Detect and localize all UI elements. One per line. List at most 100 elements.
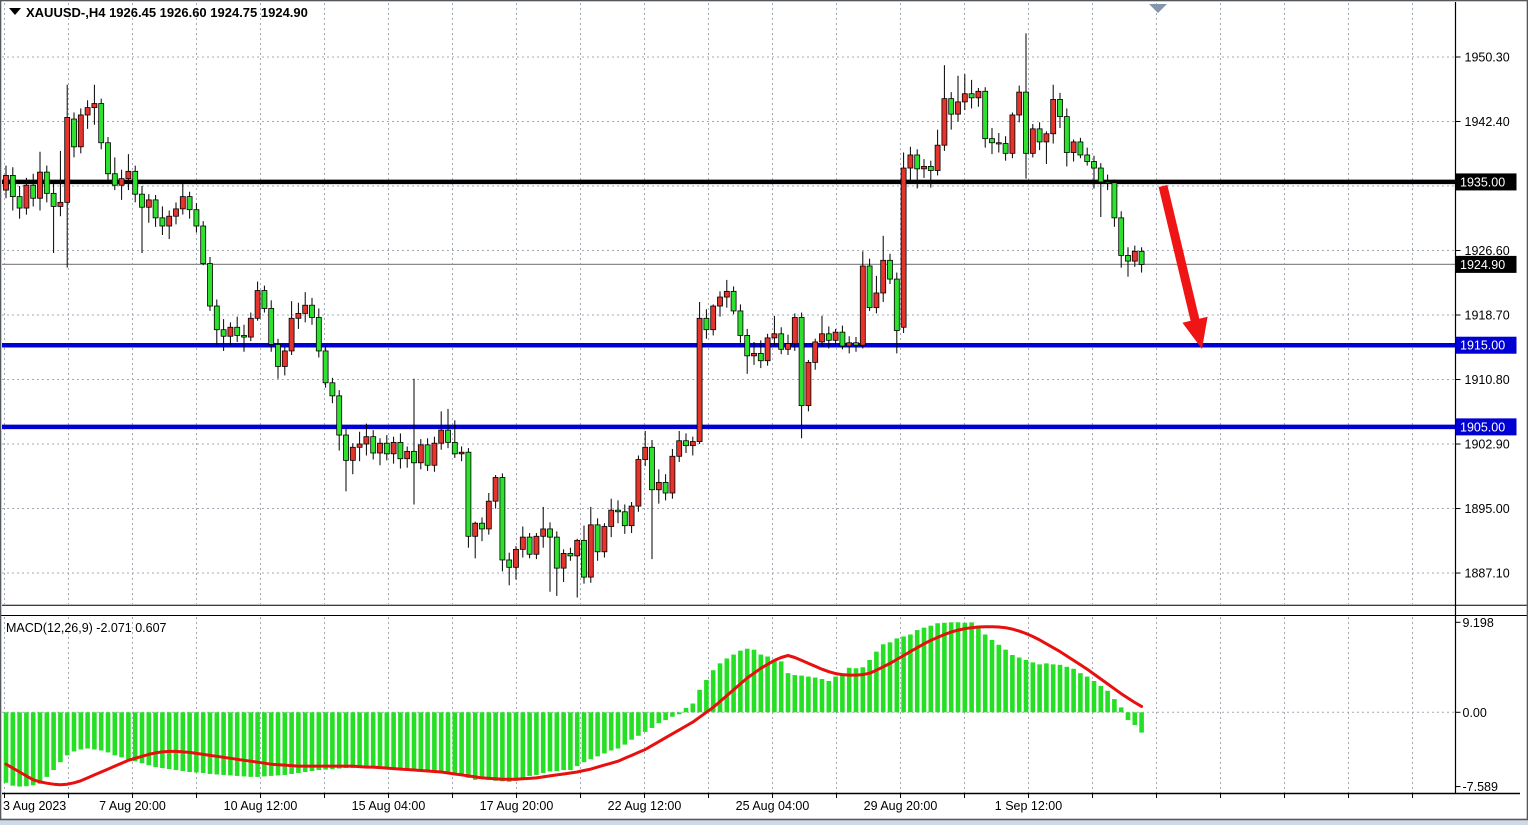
candle	[683, 440, 689, 447]
candle	[322, 350, 329, 384]
candle	[485, 500, 492, 530]
candle	[105, 142, 111, 175]
macd-histogram-bar	[44, 712, 50, 777]
macd-histogram-bar	[1023, 659, 1029, 713]
price-label: 1895.00	[1465, 502, 1510, 516]
candle	[1009, 114, 1016, 154]
candle	[1002, 143, 1009, 154]
down-arrow-annotation[interactable]	[1158, 184, 1208, 349]
macd-histogram-bar	[10, 712, 16, 786]
candle	[1138, 250, 1145, 265]
candle	[383, 442, 390, 455]
candle	[329, 382, 336, 397]
candle	[921, 166, 927, 170]
candle	[961, 93, 968, 103]
candle	[649, 446, 655, 491]
macd-histogram-bar	[962, 622, 968, 713]
macd-histogram-bar	[1098, 685, 1104, 713]
macd-histogram-bar	[350, 712, 356, 769]
macd-histogram-bar	[207, 712, 213, 774]
macd-histogram-bar	[1050, 664, 1056, 713]
macd-histogram-bar	[982, 634, 988, 713]
candle	[710, 305, 717, 331]
macd-histogram-bar	[71, 712, 77, 752]
candle	[186, 196, 193, 211]
chart-shift-marker-icon[interactable]	[1149, 4, 1167, 13]
arrow-shaft[interactable]	[1158, 184, 1200, 322]
candle	[213, 305, 220, 331]
candle	[159, 217, 166, 227]
candle	[853, 342, 859, 346]
candle	[397, 441, 404, 460]
candle	[1097, 167, 1104, 183]
arrow-head[interactable]	[1182, 316, 1208, 349]
macd-histogram-bar	[710, 670, 716, 713]
candle	[1063, 116, 1070, 153]
macd-histogram-bar	[166, 712, 172, 770]
candle	[533, 535, 540, 555]
macd-histogram-bar	[581, 712, 587, 763]
macd-histogram-bar	[1091, 680, 1097, 713]
candle	[696, 317, 703, 442]
candle	[717, 296, 723, 307]
macd-histogram-bar	[194, 712, 199, 773]
macd-histogram-bar	[955, 622, 961, 713]
candle	[513, 548, 519, 568]
time-label: 17 Aug 20:00	[480, 799, 554, 813]
candle	[785, 343, 791, 350]
candle	[64, 117, 71, 203]
candle	[1091, 161, 1097, 169]
macd-histogram-bar	[309, 712, 315, 772]
macd-indicator	[3, 622, 1144, 787]
candle	[50, 192, 57, 207]
macd-histogram-bar	[112, 712, 118, 756]
candle	[1077, 141, 1084, 156]
candle	[825, 333, 832, 341]
macd-histogram-bar	[799, 675, 804, 713]
candle	[431, 442, 438, 466]
macd-histogram-bar	[894, 638, 900, 713]
macd-histogram-bar	[472, 712, 478, 780]
macd-histogram-bar	[989, 639, 995, 713]
macd-histogram-bar	[697, 689, 702, 713]
macd-histogram-bar	[98, 712, 104, 751]
candle	[193, 209, 200, 227]
macd-histogram-bar	[432, 712, 437, 772]
macd-histogram-bar	[425, 712, 430, 772]
candle	[370, 436, 377, 454]
macd-histogram-bar	[336, 712, 342, 769]
candle	[581, 539, 587, 578]
candle	[1131, 250, 1138, 262]
candle	[832, 331, 839, 341]
macd-histogram-bar	[1125, 712, 1131, 721]
candle	[152, 199, 159, 219]
price-label: 1910.80	[1465, 373, 1510, 387]
candle	[288, 317, 295, 352]
macd-histogram-bar	[316, 712, 322, 771]
macd-axis-label: 0.00	[1463, 706, 1487, 720]
price-label: 1950.30	[1465, 51, 1510, 65]
macd-histogram-bar	[17, 712, 22, 787]
macd-histogram-bar	[391, 712, 396, 769]
macd-histogram-bar	[785, 673, 791, 713]
price-badge	[1455, 418, 1517, 436]
macd-histogram-bar	[778, 661, 784, 713]
candle	[880, 259, 887, 294]
candle	[703, 317, 710, 331]
macd-histogram-bar	[24, 712, 29, 787]
candle	[1070, 141, 1077, 153]
macd-histogram-bar	[540, 712, 546, 773]
candle	[479, 522, 485, 530]
candle	[84, 107, 91, 116]
price-badge-label: 1905.00	[1460, 420, 1505, 434]
candle	[608, 509, 615, 527]
macd-histogram-bar	[438, 712, 444, 772]
macd-histogram-bar	[452, 712, 458, 773]
candle	[540, 528, 547, 537]
macd-histogram-bar	[914, 630, 920, 713]
macd-histogram-bar	[622, 712, 628, 745]
candle	[275, 344, 281, 367]
macd-histogram-bar	[996, 644, 1002, 713]
